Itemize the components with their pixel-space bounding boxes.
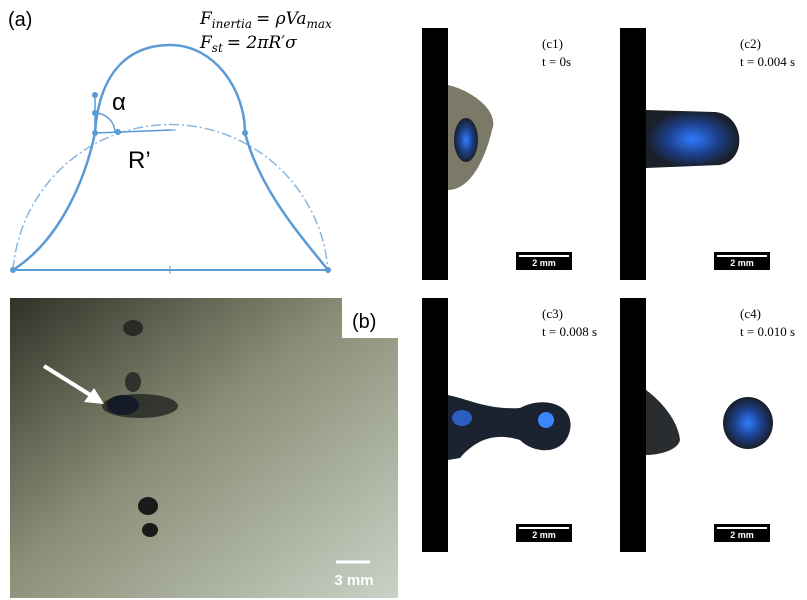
panel-c: (c1) t = 0s 2 mm (c2) t = 0.004 s 2 mm (c3) t =… [422, 28, 800, 552]
frame-time: t = 0.008 s [542, 324, 597, 339]
panel-label: (a) [8, 9, 32, 31]
point [242, 130, 248, 136]
needle [620, 28, 646, 280]
radius-label: R’ [128, 147, 151, 174]
point [10, 267, 16, 273]
photo [10, 298, 398, 598]
point [92, 110, 98, 116]
scale-label: 2 mm [730, 530, 754, 540]
droplet [452, 410, 472, 426]
blob [125, 372, 141, 392]
scale-label: 2 mm [532, 530, 556, 540]
droplet-profile [13, 45, 328, 270]
points [10, 92, 331, 273]
equation: Finertia= ρVamax [199, 9, 332, 31]
needle [620, 298, 646, 552]
reference-arc [13, 125, 328, 270]
figure: (a) Finertia= ρVamax Fst= 2πR′σ α R’ [0, 0, 807, 600]
frame: (c2) t = 0.004 s 2 mm [620, 28, 800, 280]
angle-label: α [112, 89, 126, 116]
droplet [723, 397, 773, 449]
frame-label: (c3) [542, 306, 563, 321]
needle [422, 298, 448, 552]
frame: (c1) t = 0s 2 mm [422, 28, 602, 280]
droplet [538, 412, 554, 428]
point [115, 129, 121, 135]
scale-label: 2 mm [532, 258, 556, 268]
blob [142, 523, 158, 537]
blob [107, 395, 139, 415]
blob [138, 497, 158, 515]
point [92, 92, 98, 98]
droplet [454, 118, 478, 162]
scale-label: 2 mm [730, 258, 754, 268]
frame-label: (c2) [740, 36, 761, 51]
point [325, 267, 331, 273]
point [92, 130, 98, 136]
frame: (c3) t = 0.008 s 2 mm [422, 298, 602, 552]
blob [123, 320, 143, 336]
frame-time: t = 0.010 s [740, 324, 795, 339]
frame-label: (c4) [740, 306, 761, 321]
radius-line [95, 130, 172, 133]
equation: Fst= 2πR′σ [199, 33, 297, 55]
panel-label: (b) [352, 311, 376, 333]
droplet [646, 110, 739, 168]
frame-time: t = 0s [542, 54, 571, 69]
frame-label: (c1) [542, 36, 563, 51]
frame-time: t = 0.004 s [740, 54, 795, 69]
needle [422, 28, 448, 280]
scale-label: 3 mm [334, 572, 373, 589]
panel-b: (b) 3 mm [10, 298, 398, 598]
panel-a: (a) Finertia= ρVamax Fst= 2πR′σ α R’ [8, 9, 332, 274]
frame: (c4) t = 0.010 s 2 mm [620, 298, 800, 552]
